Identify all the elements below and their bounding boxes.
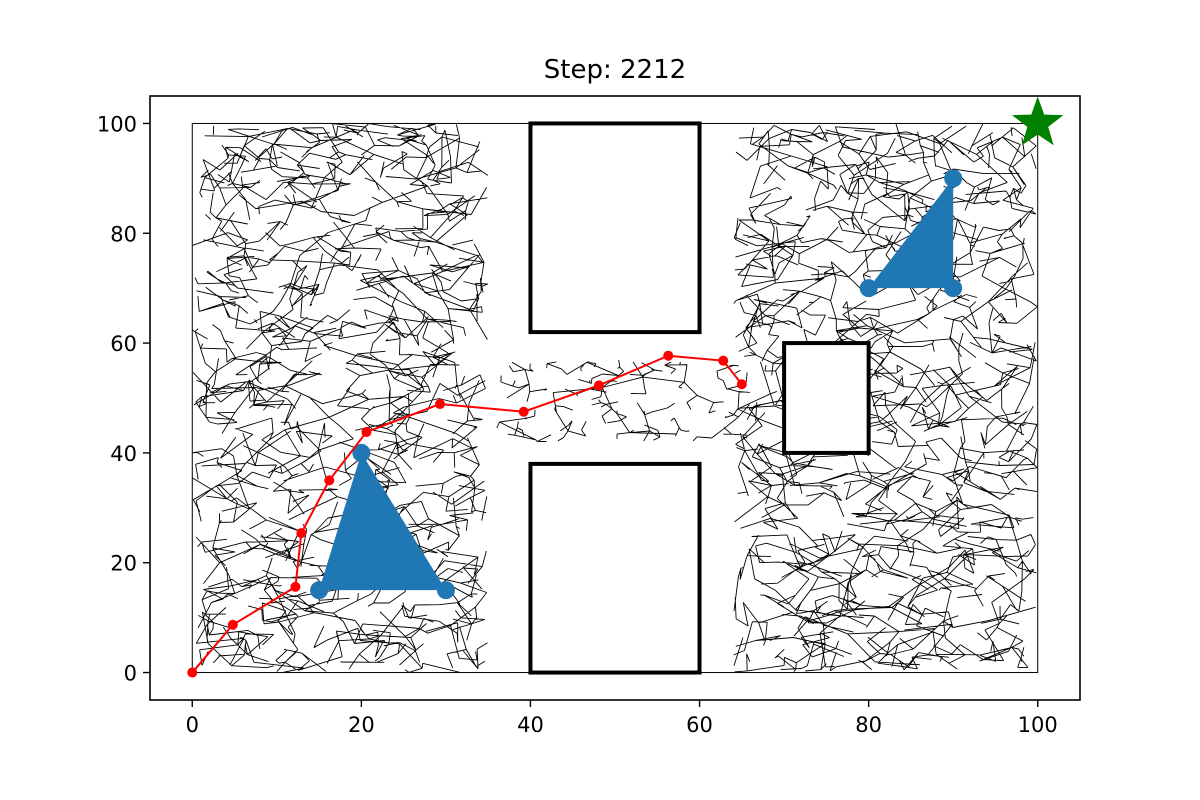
path-point-2 (227, 619, 238, 630)
path-point-1 (187, 667, 198, 678)
y-tick-label: 20 (110, 552, 137, 576)
y-tick-label: 80 (110, 222, 137, 246)
chart-title: Step: 2212 (544, 55, 686, 85)
obstacle-1 (528, 121, 702, 335)
triangle-1-vertex-1 (310, 581, 329, 600)
path-point-9 (593, 380, 604, 391)
path-point-5 (324, 475, 335, 486)
x-tick-label: 20 (348, 713, 375, 737)
axis-ticks: 0 20 40 60 80 100 0 20 40 60 80 100 (97, 112, 1058, 737)
triangle-2-vertex-2 (944, 279, 963, 298)
path-point-6 (361, 427, 372, 438)
triangle-2 (868, 178, 954, 289)
path-point-12 (736, 379, 747, 390)
triangle-1-vertex-3 (352, 443, 371, 462)
x-tick-label: 40 (517, 713, 544, 737)
obstacles (528, 121, 871, 675)
triangles (310, 169, 963, 600)
axes-frame (149, 95, 1081, 701)
goal (1012, 96, 1064, 146)
path (187, 350, 747, 678)
path-line (191, 354, 743, 674)
path-point-11 (718, 355, 729, 366)
x-tick-label: 100 (1018, 713, 1058, 737)
tree-edge-set (192, 123, 1038, 673)
tree-edges (192, 123, 1038, 673)
x-tick-label: 60 (686, 713, 713, 737)
y-tick-label: 60 (110, 332, 137, 356)
triangle-2-vertex-1 (859, 279, 878, 298)
path-point-3 (290, 581, 301, 592)
y-tick-label: 0 (124, 662, 137, 686)
path-point-10 (663, 350, 674, 361)
triangle-1 (319, 452, 446, 591)
triangle-2-vertex-3 (944, 169, 963, 188)
obstacle-2 (528, 461, 702, 675)
y-tick-label: 40 (110, 442, 137, 466)
x-tick-label: 80 (855, 713, 882, 737)
path-point-8 (518, 406, 529, 417)
path-point-7 (434, 399, 445, 410)
path-point-4 (296, 528, 307, 539)
obstacle-3 (782, 341, 871, 455)
triangle-1-vertex-2 (436, 581, 455, 600)
y-tick-label: 100 (97, 112, 137, 136)
x-tick-label: 0 (186, 713, 199, 737)
goal-star-marker (1012, 96, 1064, 146)
